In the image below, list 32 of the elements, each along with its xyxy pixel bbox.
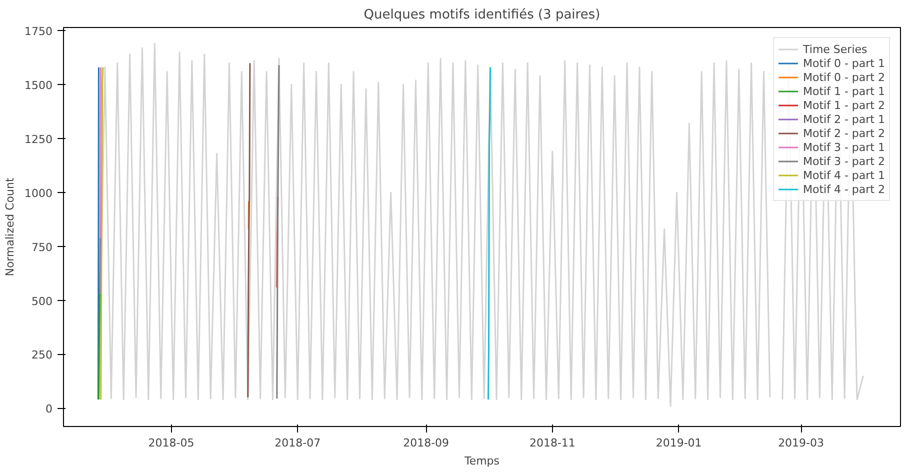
- x-tick-label: 2019-01: [656, 436, 702, 450]
- x-tick-label: 2019-03: [778, 436, 824, 450]
- legend-label: Motif 0 - part 1: [803, 56, 885, 70]
- x-tick-label: 2018-07: [274, 436, 321, 450]
- line-series: [100, 66, 104, 400]
- legend-label: Time Series: [803, 42, 868, 56]
- y-tick-label: 1250: [24, 133, 53, 146]
- y-tick-label: 0: [46, 402, 52, 416]
- legend-label: Motif 3 - part 2: [803, 154, 885, 168]
- y-tick-label: 1750: [24, 25, 53, 38]
- y-tick-label: 750: [32, 240, 53, 254]
- legend-label: Motif 1 - part 1: [803, 84, 885, 98]
- y-axis-title: Normalized Count: [4, 177, 17, 276]
- legend-label: Motif 1 - part 2: [803, 98, 885, 112]
- chart-title: Quelques motifs identifiés (3 paires): [364, 8, 600, 22]
- x-tick-label: 2018-11: [529, 436, 576, 450]
- line-series: [247, 62, 251, 398]
- legend-label: Motif 0 - part 2: [803, 70, 885, 84]
- legend-label: Motif 4 - part 2: [803, 182, 885, 196]
- y-tick-label: 1500: [24, 79, 53, 92]
- x-axis-title: Temps: [463, 454, 500, 468]
- y-tick-label: 500: [32, 294, 53, 308]
- y-tick-label: 250: [32, 348, 53, 362]
- line-series: [487, 66, 492, 400]
- y-tick-label: 1000: [24, 186, 53, 200]
- legend-label: Motif 2 - part 1: [803, 112, 885, 126]
- line-series: [276, 64, 280, 400]
- legend-label: Motif 4 - part 1: [803, 168, 885, 182]
- legend-label: Motif 2 - part 2: [803, 126, 885, 140]
- legend-label: Motif 3 - part 1: [803, 140, 885, 154]
- x-tick-label: 2018-05: [148, 436, 194, 450]
- x-tick-label: 2018-09: [403, 436, 450, 450]
